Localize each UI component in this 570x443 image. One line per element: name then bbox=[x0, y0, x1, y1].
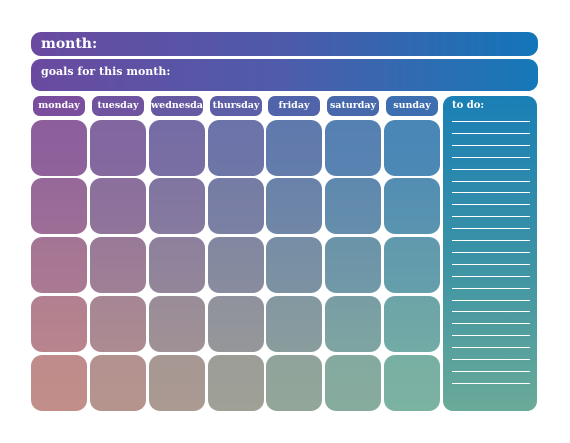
todo-line bbox=[452, 216, 530, 218]
day-cell bbox=[266, 237, 322, 293]
day-cell bbox=[384, 178, 440, 234]
day-header-thursday: thursday bbox=[210, 96, 262, 116]
todo-line bbox=[452, 132, 530, 134]
day-cell bbox=[31, 178, 87, 234]
todo-line bbox=[452, 121, 530, 122]
day-cell bbox=[325, 355, 381, 411]
todo-line bbox=[452, 144, 530, 146]
day-cell bbox=[266, 296, 322, 352]
goals-label: goals for this month: bbox=[41, 65, 171, 78]
todo-line bbox=[452, 168, 530, 170]
day-header-sunday: sunday bbox=[386, 96, 438, 116]
day-cell bbox=[90, 120, 146, 176]
day-cell bbox=[208, 120, 264, 176]
day-cell bbox=[266, 178, 322, 234]
day-cell bbox=[384, 355, 440, 411]
day-cell bbox=[31, 237, 87, 293]
month-title-bar: month: bbox=[31, 32, 538, 56]
todo-line bbox=[452, 180, 530, 182]
day-cell bbox=[325, 178, 381, 234]
day-cell bbox=[266, 355, 322, 411]
day-cell bbox=[266, 120, 322, 176]
day-cell bbox=[149, 355, 205, 411]
day-header-tuesday: tuesday bbox=[92, 96, 144, 116]
day-cell bbox=[31, 120, 87, 176]
todo-line bbox=[452, 287, 530, 289]
todo-line bbox=[452, 263, 530, 265]
day-cell bbox=[384, 296, 440, 352]
day-cell bbox=[149, 296, 205, 352]
todo-line bbox=[452, 275, 530, 277]
day-cell bbox=[90, 237, 146, 293]
todo-line bbox=[452, 251, 530, 253]
day-cell bbox=[325, 120, 381, 176]
day-cell bbox=[31, 296, 87, 352]
todo-line bbox=[452, 204, 530, 206]
day-cell bbox=[384, 237, 440, 293]
todo-line bbox=[452, 240, 530, 241]
day-header-wednesday: wednesday bbox=[151, 96, 208, 116]
day-header-friday: friday bbox=[268, 96, 320, 116]
todo-line bbox=[452, 370, 530, 372]
day-cell bbox=[90, 296, 146, 352]
day-cell bbox=[90, 178, 146, 234]
todo-line bbox=[452, 156, 530, 158]
todo-line bbox=[452, 382, 530, 384]
day-cell bbox=[208, 296, 264, 352]
todo-panel: to do: bbox=[443, 96, 537, 411]
day-cell bbox=[31, 355, 87, 411]
todo-line bbox=[452, 323, 530, 325]
day-header-saturday: saturday bbox=[327, 96, 379, 116]
todo-line bbox=[452, 359, 530, 360]
todo-line bbox=[452, 299, 530, 301]
todo-line bbox=[452, 335, 530, 337]
day-cell bbox=[208, 178, 264, 234]
day-cell bbox=[208, 355, 264, 411]
day-cell bbox=[149, 237, 205, 293]
day-cell bbox=[90, 355, 146, 411]
day-cell bbox=[325, 296, 381, 352]
todo-line bbox=[452, 311, 530, 313]
goals-bar: goals for this month: bbox=[31, 59, 538, 91]
todo-line bbox=[452, 192, 530, 194]
todo-line bbox=[452, 347, 530, 349]
todo-line bbox=[452, 228, 530, 230]
day-cell bbox=[149, 120, 205, 176]
day-cell bbox=[384, 120, 440, 176]
day-cell bbox=[325, 237, 381, 293]
day-header-monday: monday bbox=[33, 96, 85, 116]
todo-label: to do: bbox=[452, 100, 485, 111]
month-label: month: bbox=[41, 36, 98, 52]
day-cell bbox=[149, 178, 205, 234]
day-cell bbox=[208, 237, 264, 293]
